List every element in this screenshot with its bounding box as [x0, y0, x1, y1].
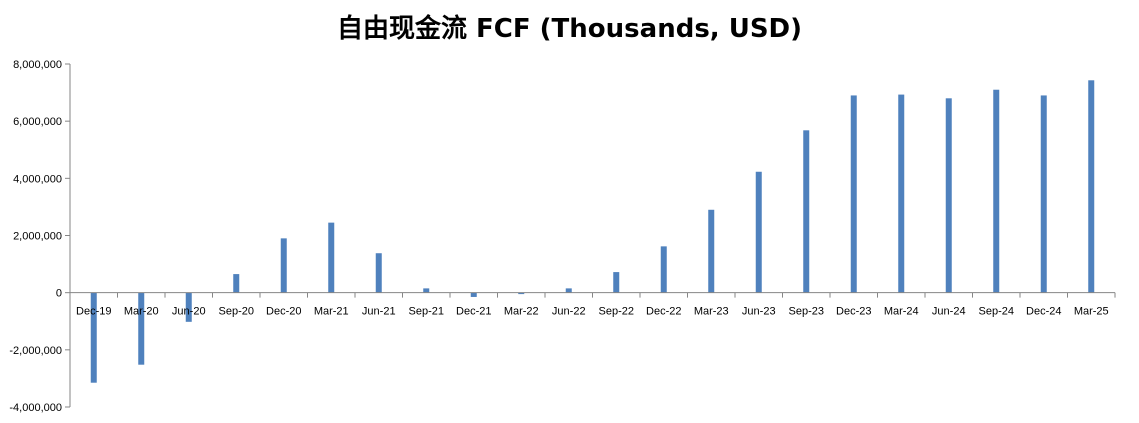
- bar: [518, 292, 525, 295]
- x-tick-label: Sep-23: [789, 306, 824, 318]
- bar: [660, 246, 667, 293]
- bar: [755, 171, 762, 293]
- x-tick-label: Sep-21: [409, 306, 444, 318]
- bar: [945, 98, 952, 293]
- x-tick-label: Jun-22: [552, 306, 586, 318]
- x-tick-label: Sep-20: [219, 306, 254, 318]
- x-tick-label: Mar-21: [314, 306, 349, 318]
- bar: [1088, 80, 1095, 293]
- x-tick-label: Jun-23: [742, 306, 776, 318]
- chart-title: 自由现金流 FCF (Thousands, USD): [336, 14, 803, 44]
- x-tick-label: Jun-24: [932, 306, 966, 318]
- x-tick-label: Mar-24: [884, 306, 919, 318]
- y-tick-label: -2,000,000: [9, 345, 62, 357]
- bar: [233, 274, 240, 293]
- y-tick-label: 6,000,000: [13, 116, 62, 128]
- y-axis: -4,000,000 -2,000,000 0 2,000,000 4,000,000 6…: [9, 59, 71, 414]
- bars: [90, 80, 1095, 383]
- x-tick-label: Dec-20: [266, 306, 301, 318]
- bar: [138, 292, 145, 365]
- x-axis: Dec-19 Mar-20 Jun-20 Sep-20 Dec-20 Mar-21 Jun-…: [69, 292, 1116, 318]
- x-tick-label: Dec-22: [646, 306, 681, 318]
- bar: [90, 292, 97, 383]
- x-tick-label: Mar-25: [1074, 306, 1109, 318]
- bar: [1040, 95, 1047, 293]
- x-tick-label: Dec-21: [456, 306, 491, 318]
- bar: [613, 272, 620, 293]
- bar: [375, 253, 382, 293]
- bar: [280, 238, 287, 293]
- x-tick-label: Mar-20: [124, 306, 159, 318]
- bar: [993, 89, 1000, 293]
- bar: [803, 130, 810, 293]
- x-tick-label: Jun-21: [362, 306, 396, 318]
- y-tick-label: 4,000,000: [13, 173, 62, 185]
- bar: [565, 288, 572, 293]
- bar: [470, 292, 477, 297]
- y-tick-label: 2,000,000: [13, 231, 62, 243]
- x-tick-label: Sep-24: [979, 306, 1014, 318]
- bar: [185, 292, 192, 322]
- x-tick-label: Sep-22: [599, 306, 634, 318]
- x-tick-label: Dec-24: [1026, 306, 1061, 318]
- x-tick-label: Mar-22: [504, 306, 539, 318]
- x-tick-label: Dec-23: [836, 306, 871, 318]
- bar: [850, 95, 857, 293]
- bar: [328, 222, 335, 293]
- y-tick-label: 0: [56, 288, 62, 300]
- bar: [423, 288, 430, 293]
- bar: [898, 94, 905, 293]
- x-tick-label: Jun-20: [172, 306, 206, 318]
- x-tick-label: Mar-23: [694, 306, 729, 318]
- x-tick-label: Dec-19: [76, 306, 111, 318]
- bar: [708, 209, 715, 293]
- y-tick-label: -4,000,000: [9, 402, 62, 414]
- y-tick-label: 8,000,000: [13, 59, 62, 71]
